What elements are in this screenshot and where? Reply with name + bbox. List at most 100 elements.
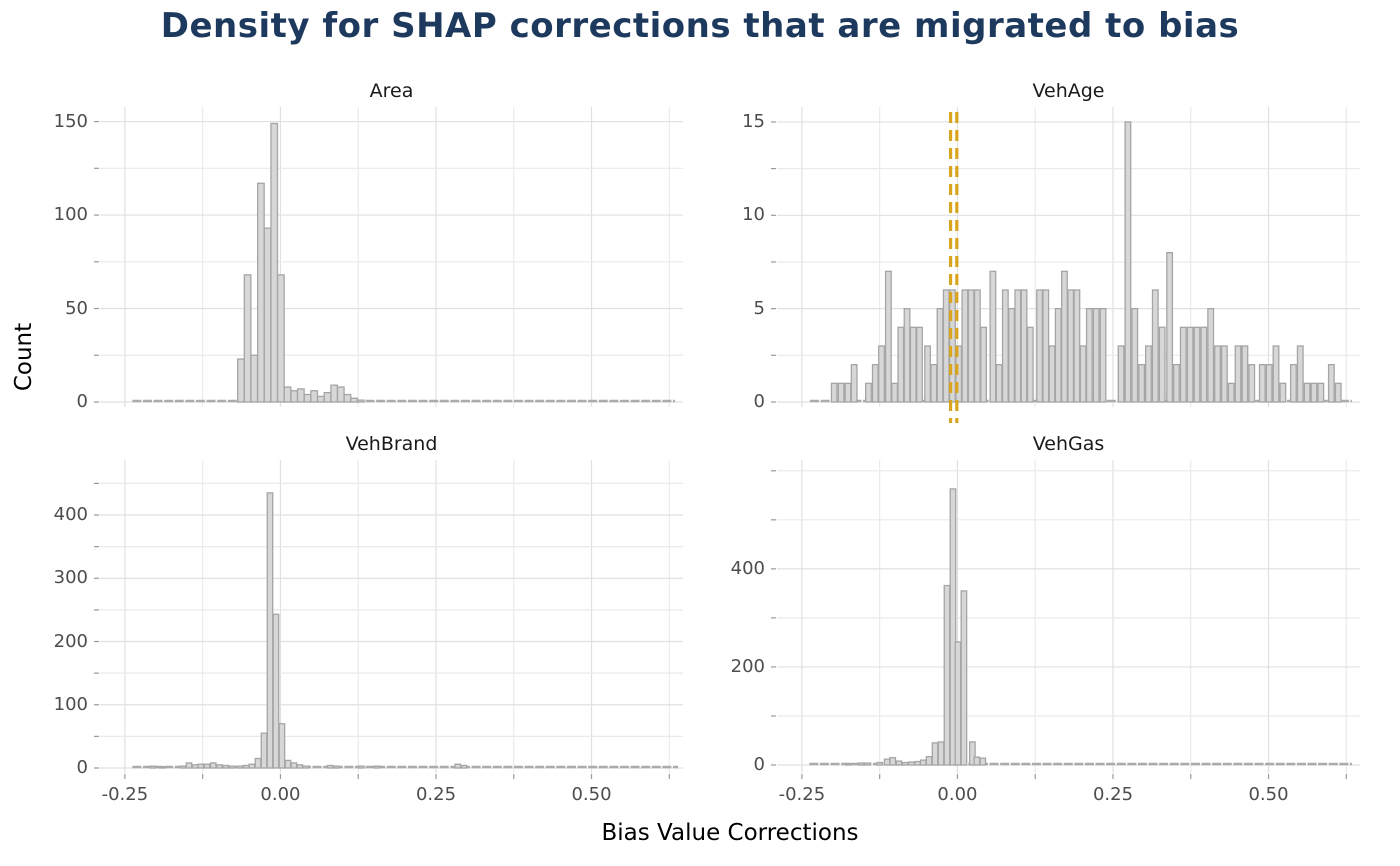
histogram-bar <box>191 764 199 769</box>
panel-title-vehgas: VehGas <box>1032 433 1105 455</box>
histogram-bar <box>460 764 468 769</box>
histogram-bar <box>179 765 187 769</box>
histogram-bar <box>925 756 933 766</box>
y-tick-label: 50 <box>65 297 88 319</box>
histogram-bar <box>1289 364 1297 403</box>
histogram-bar <box>149 765 157 769</box>
histogram-bar <box>278 723 286 769</box>
histogram-bar <box>1117 345 1125 403</box>
x-tick-label: -0.25 <box>778 784 826 805</box>
histogram-bar <box>310 390 319 403</box>
histogram-bar <box>865 382 872 403</box>
y-tick-label: 0 <box>76 757 88 778</box>
histogram-bar <box>373 765 381 769</box>
histogram-bar <box>961 289 969 403</box>
histogram-bar <box>883 758 891 766</box>
plot-area-area <box>94 107 683 407</box>
histogram-bar <box>302 765 310 769</box>
histogram-bar <box>1327 364 1335 403</box>
x-tick-label: 0.00 <box>937 784 978 805</box>
y-tick-label: 150 <box>53 110 88 132</box>
histogram-bar <box>1158 326 1166 403</box>
y-axis-title: Count <box>11 322 37 392</box>
y-tick-label: 5 <box>753 297 765 319</box>
histogram-bar <box>216 764 223 769</box>
histogram-bar <box>908 761 915 766</box>
histogram-bar <box>1334 382 1342 403</box>
histogram-bar <box>263 227 272 403</box>
y-tick-label: 0 <box>753 754 765 775</box>
histogram-bar <box>284 759 292 769</box>
histogram-bar <box>1131 307 1139 403</box>
histogram-bar <box>1124 121 1132 403</box>
y-tick-label: 100 <box>53 204 88 226</box>
histogram-bar <box>884 270 892 403</box>
histogram-bar <box>343 393 352 403</box>
histogram-bar <box>845 762 852 766</box>
histogram-bar <box>209 762 217 769</box>
histogram-bar <box>250 354 259 403</box>
histogram-bar <box>1200 326 1208 403</box>
histogram-bar <box>357 765 365 769</box>
histogram-bar <box>871 364 879 403</box>
histogram-bar <box>1265 364 1273 403</box>
histogram-bar <box>326 764 334 769</box>
histogram-bar <box>1193 326 1201 403</box>
histogram-bar <box>909 326 917 403</box>
histogram-bar <box>242 764 250 769</box>
y-tick-label: 0 <box>76 391 88 412</box>
histogram-bar <box>272 613 280 769</box>
histogram-bar <box>296 388 305 403</box>
histogram-bar <box>256 182 265 403</box>
y-tick-label: 15 <box>742 110 765 132</box>
histogram-bar <box>989 270 997 403</box>
histogram-bar <box>837 382 845 403</box>
y-tick-label: 400 <box>53 504 88 526</box>
histogram-bar <box>270 122 279 403</box>
panel-title-vehage: VehAge <box>1032 80 1105 102</box>
histogram-bar <box>850 364 858 403</box>
histogram-bar <box>254 757 262 769</box>
histogram-bar <box>333 765 340 769</box>
histogram-bar <box>203 763 211 769</box>
histogram-bar <box>1085 307 1093 403</box>
histogram-bar <box>1042 289 1050 403</box>
histogram-bar <box>1073 289 1081 403</box>
histogram-bar <box>1173 364 1180 403</box>
panel-title-vehbrand: VehBrand <box>345 433 438 455</box>
x-tick-label: 0.50 <box>571 784 612 805</box>
y-tick-label: 100 <box>53 693 88 715</box>
histogram-bar <box>1186 326 1194 403</box>
histogram-bar <box>914 760 922 766</box>
chart-title: Density for SHAP corrections that are mi… <box>160 6 1240 46</box>
histogram-bar <box>924 345 932 403</box>
plot-area-vehage <box>771 107 1360 423</box>
x-tick-label: 0.25 <box>415 784 457 805</box>
histogram-bar <box>973 756 981 766</box>
y-tick-label: 400 <box>730 557 765 579</box>
histogram-bar <box>1303 382 1311 403</box>
histogram-bar <box>1227 382 1235 403</box>
y-tick-label: 200 <box>53 630 88 652</box>
histogram-bar <box>1272 345 1280 403</box>
histogram-bar <box>316 395 325 403</box>
histogram-bar <box>222 764 230 769</box>
histogram-bar <box>1248 364 1256 403</box>
histogram-bar <box>973 289 981 403</box>
histogram-bar <box>1092 307 1100 403</box>
histogram-bar <box>967 289 975 403</box>
panel-title-area: Area <box>369 80 414 102</box>
histogram-bar <box>942 289 950 403</box>
x-tick-label: -0.25 <box>101 784 149 805</box>
histogram-bar <box>901 761 909 766</box>
histogram-bar <box>1067 289 1075 403</box>
histogram-bar <box>1207 307 1215 403</box>
histogram-bar <box>1061 270 1068 403</box>
histogram-bar <box>1166 251 1174 403</box>
histogram-bar <box>979 757 987 766</box>
histogram-bar <box>844 382 852 403</box>
histogram-bar <box>243 274 252 403</box>
histogram-bar <box>1008 307 1016 403</box>
histogram-bar <box>248 763 256 769</box>
